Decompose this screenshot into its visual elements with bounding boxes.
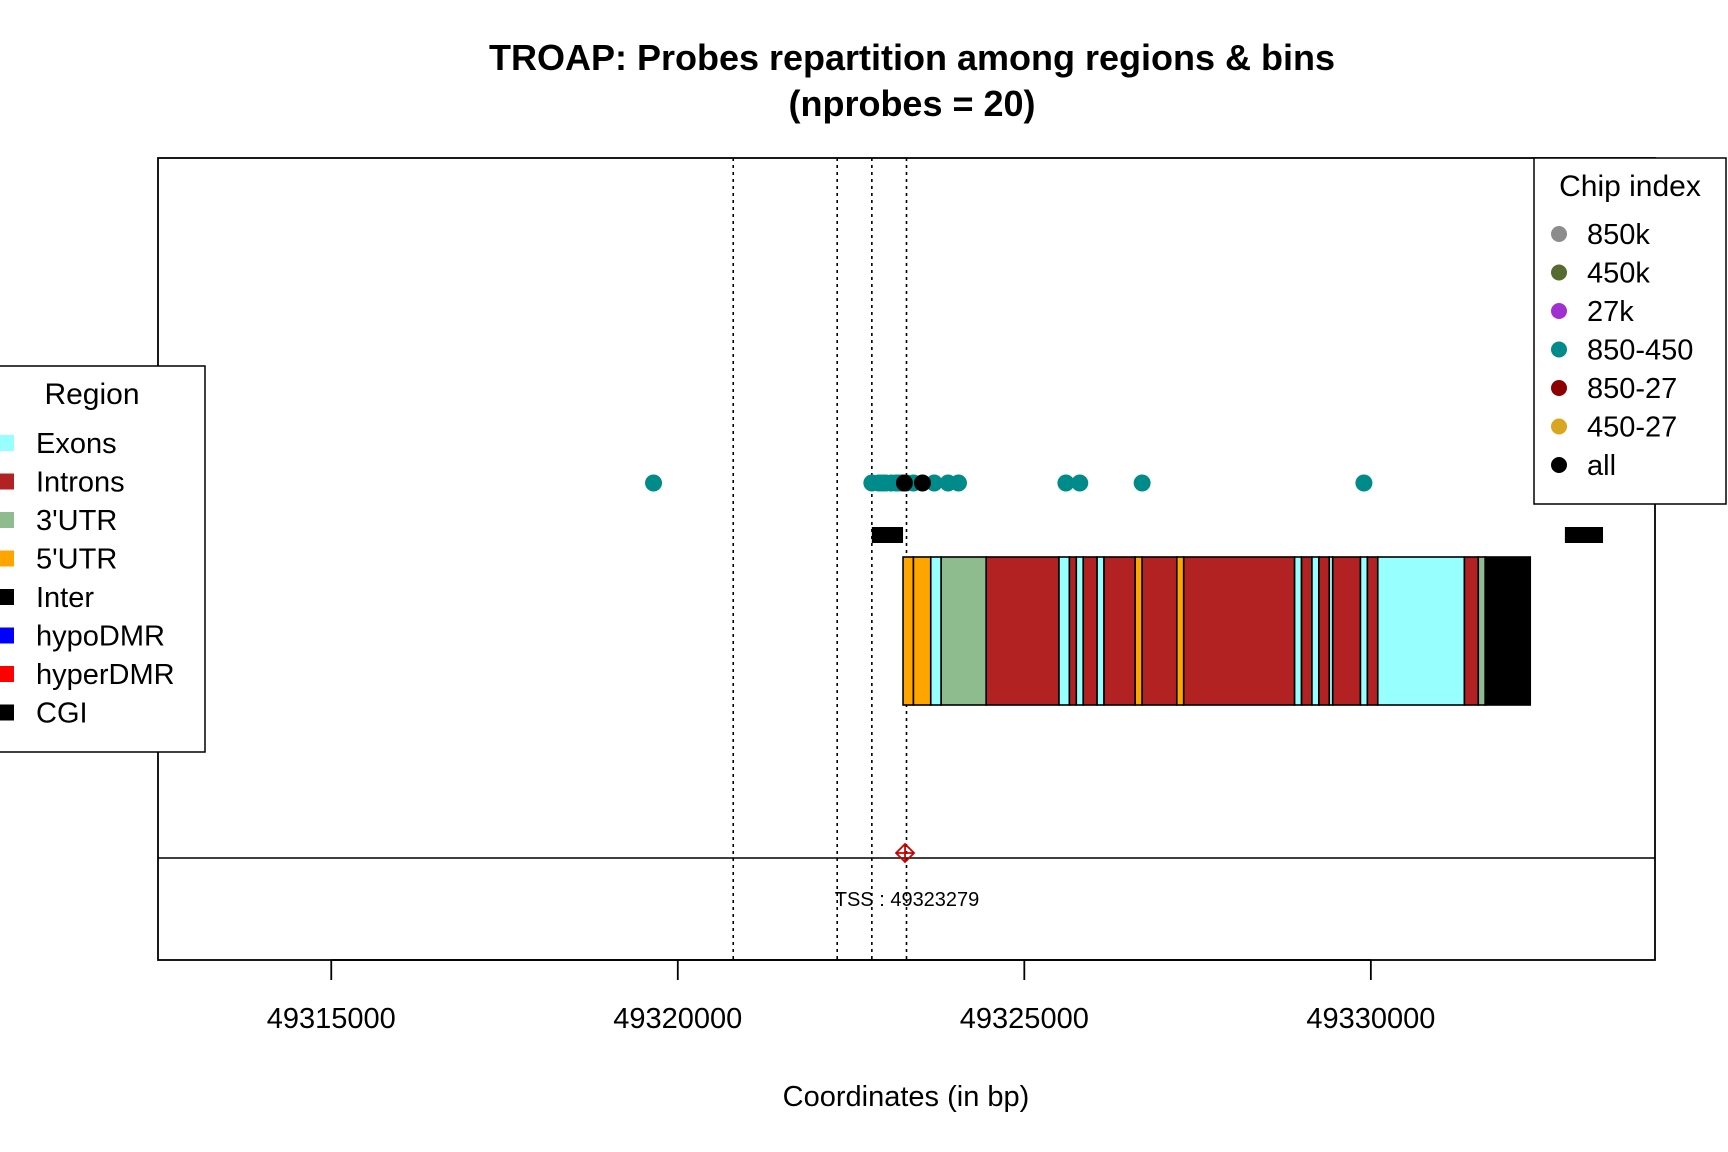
chip-legend-label: 450-27 [1587,412,1677,444]
gene-region-segment [929,556,942,706]
gene-region-segment [1463,556,1480,706]
region-legend-swatch [0,435,14,451]
chip-legend-label: 850k [1587,219,1650,251]
chip-legend-label: 850-27 [1587,373,1677,405]
chip-legend-marker [1551,226,1567,242]
probe-point [895,474,913,492]
region-legend-label: Exons [36,428,117,460]
gene-region-segment [1082,556,1098,706]
gene-region-segment [902,556,915,706]
gene-region-segment [1311,556,1320,706]
probe-point [1057,474,1075,492]
bin-boundaries [732,158,908,960]
probe-point [913,474,931,492]
tss-diamond-icon [894,842,916,864]
region-legend-label: 5'UTR [36,544,117,576]
gene-region-segment [1318,556,1331,706]
chart-subtitle: (nprobes = 20) [788,83,1035,124]
gene-region-track [902,556,1532,706]
x-tick-label: 49325000 [960,1003,1089,1035]
probe-point [873,474,891,492]
gene-region-segment [1359,556,1369,706]
region-legend-label: 3'UTR [36,505,117,537]
region-legend-swatch [0,550,14,567]
tss-label: TSS : 49323279 [835,889,980,911]
probe-point [1355,474,1373,492]
region-legend-swatch [0,473,14,490]
chart-title: TROAP: Probes repartition among regions … [489,37,1335,78]
gene-region-segment [1182,556,1296,706]
gene-region-segment [912,556,932,706]
chip-legend-label: all [1587,450,1616,482]
tss-marker: TSS : 49323279 [835,842,980,911]
gene-region-segment [1068,556,1078,706]
chip-legend-label: 27k [1587,296,1634,328]
gene-region-segment [1366,556,1379,706]
x-axis: 49315000 49320000 49325000 49330000 [267,959,1435,1035]
region-legend-swatch [0,512,14,528]
x-tick-label: 49315000 [267,1003,396,1035]
gene-region-segment [1175,556,1185,706]
region-legend-label: CGI [36,698,88,730]
gene-region-segment [1103,556,1137,706]
region-legend-label: hyperDMR [36,659,175,691]
gene-region-segment [1376,556,1466,706]
region-legend-label: Inter [36,582,94,614]
region-legend-swatch [0,627,14,644]
cgi-track [871,527,1604,543]
chip-legend-marker [1551,303,1567,319]
region-legend-label: Introns [36,467,125,499]
gene-region-segment [1058,556,1071,706]
probe-point [1133,474,1151,492]
chip-legend-box [1533,157,1727,505]
chip-legend-title: Chip index [1559,170,1701,203]
gene-region-segment [1300,556,1313,706]
chip-index-legend: Chip index 850k 450k 27k 850-450 850-27 450-2… [1533,157,1727,505]
probe-point [1071,474,1089,492]
region-legend-label: hypoDMR [36,621,165,653]
probe-points [645,474,1373,492]
cgi-segment [871,527,904,543]
gene-region-segment [1134,556,1143,706]
chip-legend-marker [1551,418,1567,435]
gene-region-segment [1477,556,1487,706]
region-legend-swatch [0,704,14,721]
region-legend-box [0,365,206,753]
gene-region-segment [1331,556,1362,706]
probe-point [645,474,663,492]
region-legend: Region Exons Introns 3'UTR 5'UTR Inter hypoDM… [0,365,206,753]
x-tick-label: 49330000 [1306,1003,1435,1035]
gene-region-segment [1141,556,1178,706]
gene-region-segment [1484,556,1532,706]
chip-legend-marker [1551,341,1567,358]
region-legend-swatch [0,589,14,605]
chip-legend-marker [1551,380,1567,396]
chip-legend-marker [1551,264,1567,281]
probe-point [949,474,967,492]
x-tick-label: 49320000 [613,1003,742,1035]
chip-legend-label: 850-450 [1587,335,1693,367]
gene-region-segment [985,556,1060,706]
gene-region-segment [1075,556,1085,706]
region-legend-swatch [0,666,14,682]
probe-point [925,474,943,492]
gene-region-segment [1293,556,1303,706]
x-axis-label: Coordinates (in bp) [783,1081,1030,1113]
region-legend-title: Region [44,378,139,411]
gene-region-segment [1096,556,1105,706]
gene-region-segment [940,556,988,706]
cgi-segment [1564,527,1604,543]
chip-legend-marker [1551,457,1567,473]
chip-legend-label: 450k [1587,258,1650,290]
